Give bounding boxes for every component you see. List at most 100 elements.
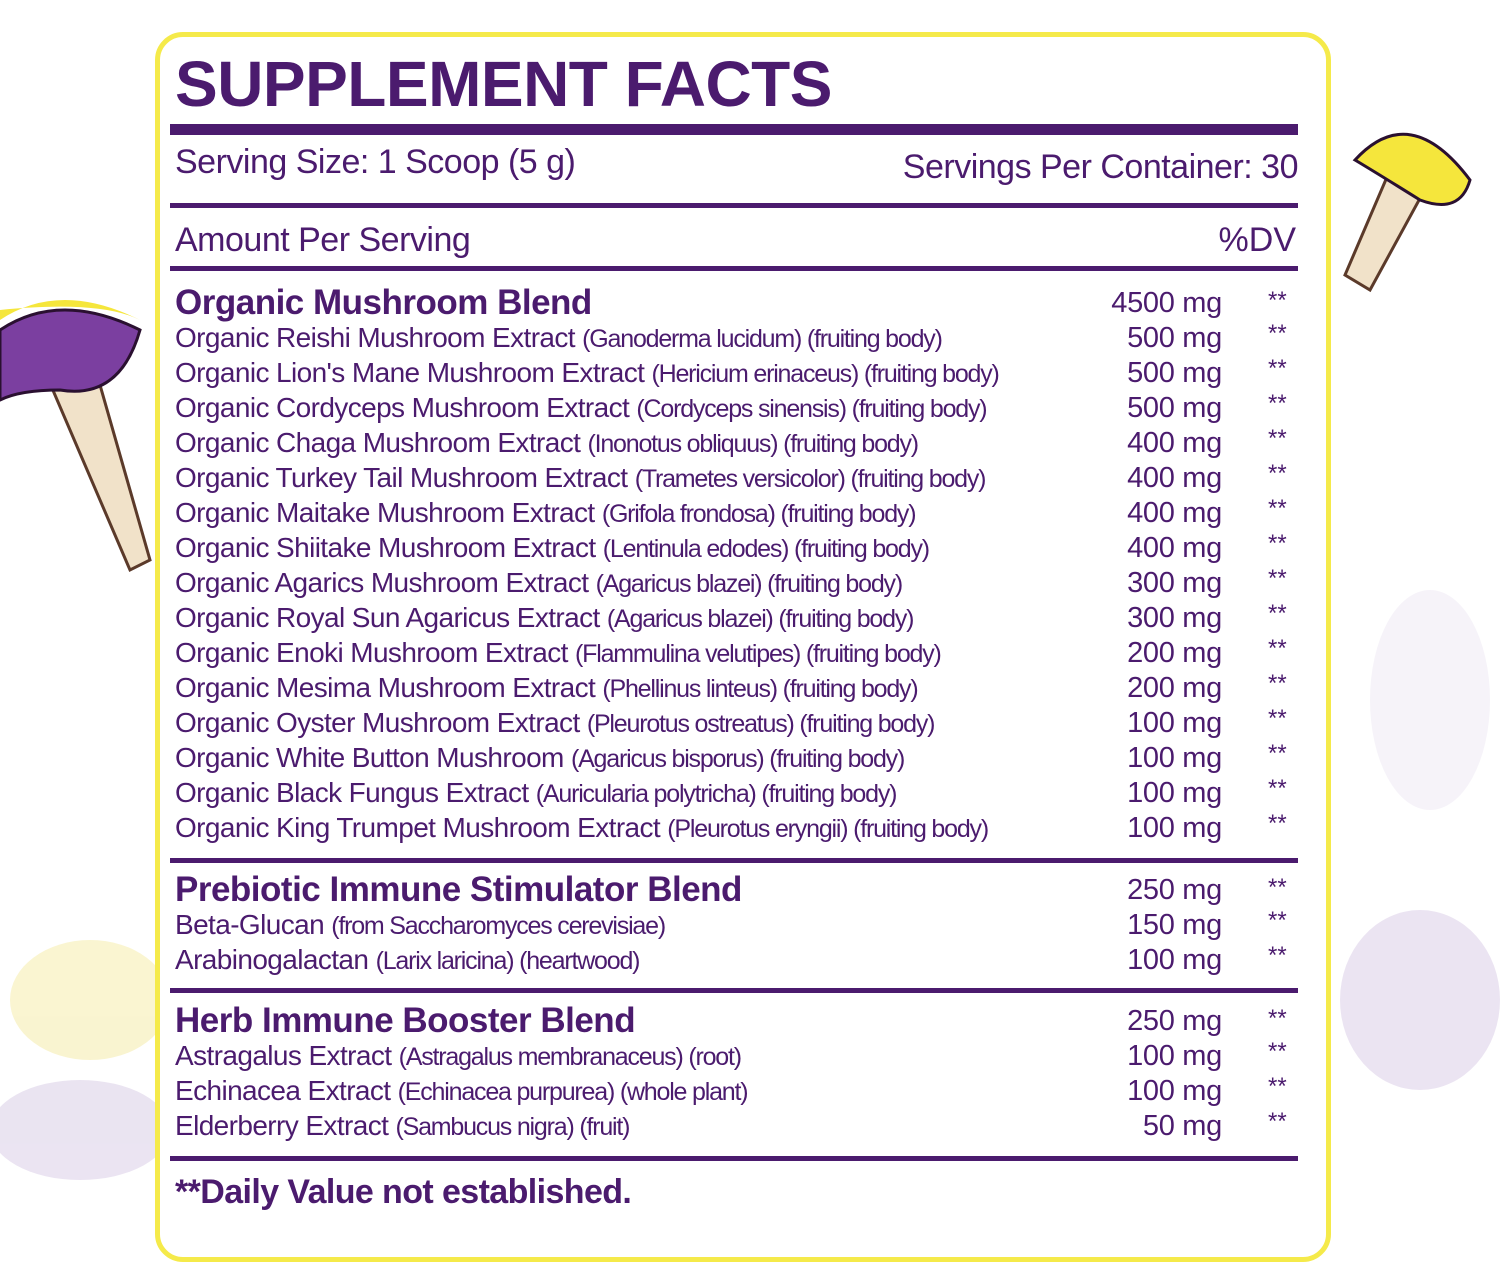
ingredient-amount: 500 mg [1127,357,1222,389]
dv-header: %DV [1218,221,1296,259]
amount-per-serving: Amount Per Serving [175,221,471,259]
ingredient-dv: ** [1268,565,1287,592]
ingredient-dv: ** [1268,942,1287,969]
ingredient: Organic Chaga Mushroom Extract (Inonotus… [175,429,919,458]
ingredient: Organic King Trumpet Mushroom Extract (P… [175,812,989,843]
ingredient-amount: 500 mg [1127,392,1222,424]
ingredient: Astragalus Extract (Astragalus membranac… [175,1042,742,1071]
ingredient-detail: (Inonotus obliquus) (fruiting body) [587,430,919,458]
ingredient-dv: ** [1268,1038,1287,1065]
section-dv: ** [1268,1005,1287,1032]
section-dv: ** [1268,874,1287,901]
ingredient: Elderberry Extract (Sambucus nigra) (fru… [175,1112,630,1140]
ingredient-amount: 400 mg [1127,462,1222,494]
ingredient-amount: 100 mg [1127,707,1222,739]
ingredient-detail: (Ganoderma lucidum) (fruiting body) [582,325,943,353]
ingredient-detail: (Lentinula edodes) (fruiting body) [602,535,930,563]
section-dv: ** [1268,287,1287,314]
ingredient-dv: ** [1268,495,1287,522]
serving-size: Serving Size: 1 Scoop (5 g) [175,143,576,181]
ingredient-dv: ** [1268,635,1287,662]
ingredient-dv: ** [1268,355,1287,382]
ingredient-amount: 300 mg [1127,602,1222,634]
rule [170,124,1298,135]
ingredient-dv: ** [1268,1108,1287,1135]
ingredient-dv: ** [1268,1073,1287,1100]
ingredient-detail: (Echinacea purpurea) (whole plant) [397,1078,749,1106]
ingredient: Arabinogalactan (Larix laricina) (heartw… [175,946,641,975]
ingredient-dv: ** [1268,775,1287,802]
ingredient-name: Organic Cordyceps Mushroom Extract [175,392,630,423]
section-name: Prebiotic Immune Stimulator Blend [175,870,742,909]
ingredient: Organic Cordyceps Mushroom Extract (Cord… [175,392,988,423]
page: SUPPLEMENT FACTS Serving Size: 1 Scoop (… [0,32,1500,1262]
ingredient: Organic Black Fungus Extract (Auriculari… [175,777,898,808]
ingredient-amount: 100 mg [1127,1075,1222,1107]
ingredient-name: Organic Black Fungus Extract [175,777,529,808]
ingredient: Organic White Button Mushroom (Agaricus … [175,744,905,772]
ingredient-amount: 100 mg [1127,1040,1222,1072]
ingredient-dv: ** [1268,740,1287,767]
ingredient-amount: 300 mg [1127,567,1222,599]
ingredient: Organic Mesima Mushroom Extract (Phellin… [175,672,919,703]
ingredient-dv: ** [1268,907,1287,934]
ingredient-amount: 50 mg [1142,1110,1222,1142]
label-panel [155,32,1331,1262]
ingredient-detail: (Auricularia polytricha) (fruiting body) [535,780,898,808]
ingredient: Organic Reishi Mushroom Extract (Ganoder… [175,322,943,353]
ingredient-name: Organic Reishi Mushroom Extract [175,322,576,353]
ingredient-dv: ** [1268,600,1287,627]
ingredient-detail: (Flammulina velutipes) (fruiting body) [575,640,942,668]
ingredient-detail: (Astragalus membranaceus) (root) [398,1043,742,1071]
ingredient: Organic Agarics Mushroom Extract (Agaric… [175,567,904,598]
ingredient-detail: (Agaricus blazei) (fruiting body) [606,605,915,633]
ingredient: Beta-Glucan (from Saccharomyces cerevisi… [175,911,666,940]
ingredient-detail: (from Saccharomyces cerevisiae) [331,912,666,940]
footnote: **Daily Value not established. [175,1173,632,1211]
ingredient: Organic Maitake Mushroom Extract (Grifol… [175,497,917,528]
title: SUPPLEMENT FACTS [175,48,832,120]
rule [170,1156,1298,1161]
ingredient-name: Organic Shiitake Mushroom Extract [175,532,596,563]
ingredient-detail: (Pleurotus eryngii) (fruiting body) [667,815,989,843]
ingredient-dv: ** [1268,460,1287,487]
ingredient-detail: (Phellinus linteus) (fruiting body) [602,675,918,703]
ingredient-amount: 200 mg [1127,672,1222,704]
ingredient: Echinacea Extract (Echinacea purpurea) (… [175,1077,749,1106]
ingredient: Organic Turkey Tail Mushroom Extract (Tr… [175,462,987,493]
ingredient-detail: (Larix laricina) (heartwood) [375,947,641,975]
ingredient-amount: 100 mg [1127,777,1222,809]
ingredient-amount: 200 mg [1127,637,1222,669]
ingredient-dv: ** [1268,810,1287,837]
ingredient-amount: 400 mg [1127,427,1222,459]
section-name: Herb Immune Booster Blend [175,1001,636,1040]
rule [170,266,1298,271]
ingredient: Organic Royal Sun Agaricus Extract (Agar… [175,602,915,633]
ingredient-dv: ** [1268,670,1287,697]
ingredient-name: Organic Lion's Mane Mushroom Extract [175,357,645,388]
ingredient-name: Organic Royal Sun Agaricus Extract [175,602,600,633]
ingredient-name: Organic King Trumpet Mushroom Extract [175,812,661,843]
ingredient-name: Organic Enoki Mushroom Extract [175,637,568,668]
ingredient-name: Organic Turkey Tail Mushroom Extract [175,462,628,493]
ingredient-name: Organic Oyster Mushroom Extract [175,707,580,738]
ingredient-amount: 100 mg [1127,812,1222,844]
ingredient-detail: (Agaricus blazei) (fruiting body) [595,570,904,598]
decoration [0,132,1500,1180]
ingredient-name: Organic Agarics Mushroom Extract [175,567,589,598]
ingredient-name: Organic Maitake Mushroom Extract [175,497,595,528]
ingredient-detail: (Hericium erinaceus) (fruiting body) [651,360,999,388]
ingredient-dv: ** [1268,705,1287,732]
ingredient-amount: 100 mg [1127,944,1222,976]
ingredient-detail: (Trametes versicolor) (fruiting body) [634,465,987,493]
rule [170,203,1298,208]
ingredient: Organic Shiitake Mushroom Extract (Lenti… [175,532,930,563]
section-amount: 250 mg [1127,874,1222,906]
rule [170,988,1298,993]
ingredient-detail: (Grifola frondosa) (fruiting body) [601,500,917,528]
servings-per-container: Servings Per Container: 30 [902,148,1299,186]
ingredient: Organic Lion's Mane Mushroom Extract (He… [175,357,1000,388]
ingredient-dv: ** [1268,320,1287,347]
ingredient-name: Organic Mesima Mushroom Extract [175,672,596,703]
ingredient: Organic Enoki Mushroom Extract (Flammuli… [175,637,942,668]
